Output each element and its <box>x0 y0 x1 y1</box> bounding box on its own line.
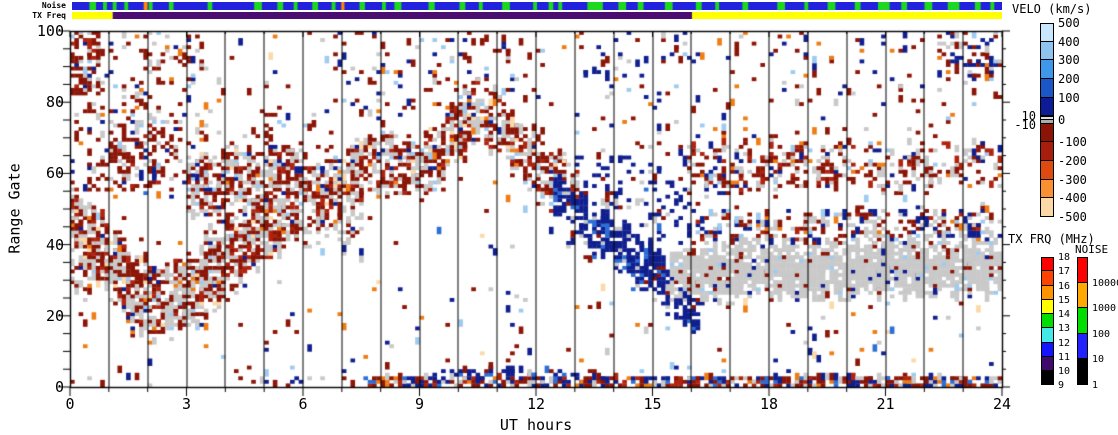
txfrq-colorbar-block <box>1041 313 1054 329</box>
noise-colorbar-label: 1000 <box>1092 303 1117 315</box>
noise-colorbar-block <box>1077 281 1088 309</box>
y-tick-label: 100 <box>36 22 64 40</box>
txfrq-colorbar-label: 17 <box>1058 266 1071 278</box>
noise-colorbar-label: 1 <box>1092 380 1099 391</box>
x-tick-label: 9 <box>414 395 425 413</box>
velo-colorbar-label: -500 <box>1058 210 1087 224</box>
txfrq-colorbar-label: 9 <box>1058 380 1065 392</box>
txfreq-strip-label: TX Freq <box>32 11 66 20</box>
x-tick-label: 21 <box>876 395 895 413</box>
velo-colorbar-label: -300 <box>1058 172 1087 187</box>
noise-strip-label: Noise <box>41 1 66 10</box>
x-tick-label: 6 <box>298 395 308 413</box>
noise-strip <box>72 2 1002 10</box>
txfrq-colorbar-label: 14 <box>1058 309 1071 320</box>
txfrq-colorbar-block <box>1041 270 1054 286</box>
velo-colorbar-block <box>1040 78 1054 98</box>
x-tick-label: 12 <box>526 395 546 413</box>
velo-colorbar-label: 400 <box>1058 34 1080 49</box>
txfrq-colorbar-label: 10 <box>1058 366 1071 377</box>
txfrq-colorbar-title: TX FRQ (MHz) <box>1008 232 1095 246</box>
noise-colorbar-block <box>1077 358 1088 385</box>
y-axis-title: Range Gate <box>5 163 24 254</box>
velo-colorbar-label: -200 <box>1058 153 1087 168</box>
velo-colorbar-block <box>1040 122 1054 143</box>
noise-colorbar-label: 10000 <box>1092 277 1118 289</box>
y-tick-label: 60 <box>45 164 64 183</box>
rti-heatmap-canvas <box>54 22 1018 400</box>
txfrq-colorbar-block <box>1041 355 1054 371</box>
velo-colorbar-block <box>1040 197 1054 217</box>
txfrq-colorbar-label: 11 <box>1058 351 1071 363</box>
velo-colorbar-label: 200 <box>1058 72 1080 87</box>
txfrq-colorbar-label: 16 <box>1058 280 1071 292</box>
x-tick-label: 15 <box>643 395 662 413</box>
noise-colorbar-block <box>1077 257 1088 283</box>
velo-colorbar-block <box>1040 159 1054 180</box>
x-tick-label: 0 <box>65 395 75 413</box>
txfrq-colorbar-block <box>1041 370 1054 386</box>
noise-colorbar-title: NOISE <box>1075 243 1109 256</box>
velo-colorbar-block <box>1040 23 1054 42</box>
noise-colorbar-block <box>1077 332 1088 360</box>
velo-colorbar-block <box>1040 178 1054 199</box>
y-tick-label: 40 <box>45 235 64 254</box>
x-axis-title: UT hours <box>499 416 573 434</box>
velo-colorbar-label: -100 <box>1058 135 1087 150</box>
txfrq-colorbar-block <box>1041 284 1054 300</box>
txfreq-strip <box>72 12 1002 19</box>
txfrq-colorbar-label: 13 <box>1058 323 1071 335</box>
velo-colorbar-label: -400 <box>1058 191 1087 206</box>
velo-colorbar-title: VELO (km/s) <box>1012 2 1092 16</box>
y-tick-label: 80 <box>45 93 64 112</box>
y-tick-label: 0 <box>54 378 64 396</box>
x-tick-label: 24 <box>992 395 1012 413</box>
velo-colorbar-label: 100 <box>1058 90 1080 105</box>
velo-colorbar-label: 500 <box>1058 16 1080 30</box>
txfrq-colorbar-label: 12 <box>1058 337 1071 349</box>
txfrq-colorbar-block <box>1041 257 1054 272</box>
txfrq-colorbar-label: 18 <box>1058 252 1071 263</box>
velo-colorbar-plus10-label: 10 <box>1021 108 1036 123</box>
velo-colorbar-block <box>1040 59 1054 80</box>
x-tick-label: 18 <box>759 395 779 413</box>
noise-colorbar-label: 100 <box>1092 328 1111 340</box>
txfrq-colorbar-block <box>1041 298 1054 314</box>
velo-colorbar-block <box>1040 96 1054 117</box>
velo-colorbar-minus10-label: -10 <box>1014 117 1036 132</box>
txfrq-colorbar-label: 15 <box>1058 294 1071 306</box>
noise-colorbar-block <box>1077 307 1088 334</box>
velo-colorbar-zero-label: 0 <box>1058 113 1066 127</box>
velo-colorbar-block <box>1040 40 1054 61</box>
x-tick-label: 3 <box>181 395 192 413</box>
txfrq-colorbar-block <box>1041 341 1054 357</box>
y-tick-label: 20 <box>45 306 64 325</box>
txfrq-colorbar-block <box>1041 327 1054 343</box>
velo-colorbar-label: 300 <box>1058 53 1080 68</box>
noise-colorbar-label: 10 <box>1092 354 1105 366</box>
velo-colorbar-block <box>1040 141 1054 161</box>
